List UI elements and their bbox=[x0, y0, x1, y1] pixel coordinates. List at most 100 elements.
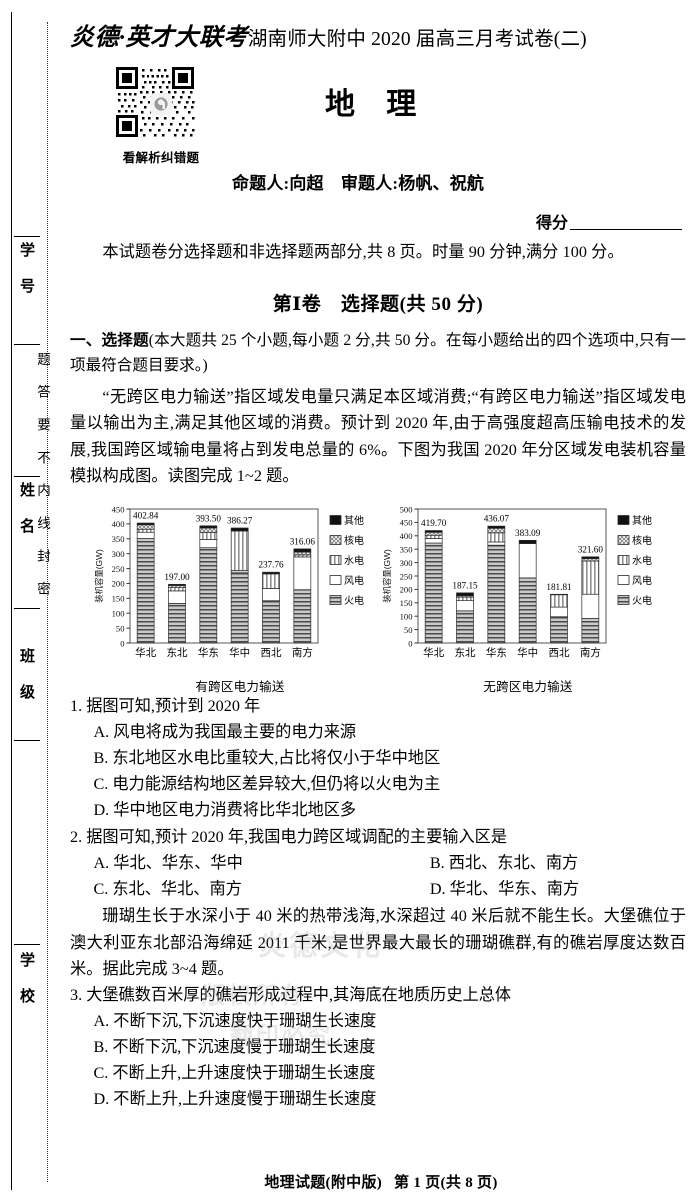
question-1-option-b[interactable]: B. 东北地区水电比重较大,占比将仅小于华中地区 bbox=[93, 748, 441, 767]
svg-text:181.81: 181.81 bbox=[546, 582, 572, 592]
seal-rule bbox=[14, 944, 40, 945]
svg-text:400: 400 bbox=[400, 531, 413, 541]
subject-title: 地 理 bbox=[325, 88, 417, 121]
svg-text:393.50: 393.50 bbox=[196, 513, 222, 523]
svg-text:装机容量(GW): 装机容量(GW) bbox=[94, 549, 104, 603]
chart-right-svg: 0 50 100 150 200 250 300 350 400 450 500 装机容量(GW) 41… bbox=[382, 504, 652, 659]
question-2-stem: 2. 据图可知,预计 2020 年,我国电力跨区域调配的主要输入区是 bbox=[70, 827, 508, 846]
question-1-option-c[interactable]: C. 电力能源结构地区差异较大,但仍将以火电为主 bbox=[93, 774, 441, 793]
chart-left-svg: 0 50 100 150 200 250 300 350 400 450 装机容量(GW) 402.8… bbox=[94, 504, 364, 659]
question-3-stem: 3. 大堡礁数百米厚的礁岩形成过程中,其海底在地质历史上总体 bbox=[70, 986, 512, 1005]
svg-text:风电: 风电 bbox=[632, 574, 652, 587]
seal-dotted-line bbox=[47, 22, 48, 1182]
question-2-option-c[interactable]: C. 东北、华北、南方 bbox=[93, 879, 242, 898]
svg-text:300: 300 bbox=[112, 549, 125, 559]
seal-field-school: 学 校 bbox=[18, 952, 34, 1006]
volume-heading: 第Ⅰ卷 选择题(共 50 分) bbox=[272, 294, 484, 316]
svg-text:风电: 风电 bbox=[344, 574, 364, 587]
exam-page: 炎德·英才大联考湖南师大附中 2020 届高三月考试卷(二) bbox=[62, 0, 700, 1202]
chart-left-caption: 有跨区电力输送 bbox=[195, 680, 285, 695]
svg-text:核电: 核电 bbox=[344, 534, 364, 547]
svg-text:0: 0 bbox=[120, 638, 124, 648]
passage-two: 珊瑚生长于水深小于 40 米的热带浅海,水深超过 40 米后就不能生长。大堡礁位… bbox=[70, 907, 686, 978]
seal-field-class: 班 级 bbox=[18, 648, 34, 702]
svg-text:华北: 华北 bbox=[423, 646, 444, 659]
svg-text:50: 50 bbox=[404, 625, 413, 635]
chart-right-caption: 无跨区电力输送 bbox=[483, 680, 573, 695]
svg-text:其他: 其他 bbox=[344, 514, 364, 527]
masthead: 炎德·英才大联考湖南师大附中 2020 届高三月考试卷(二) bbox=[70, 17, 686, 51]
question-1-stem: 1. 据图可知,预计到 2020 年 bbox=[70, 697, 261, 716]
question-1-option-a[interactable]: A. 风电将成为我国最主要的电力来源 bbox=[93, 722, 357, 741]
section-one-heading: 一、选择题(本大题共 25 个小题,每小题 2 分,共 50 分。在每小题给出的… bbox=[70, 329, 686, 379]
svg-text:南方: 南方 bbox=[580, 646, 601, 659]
svg-text:火电: 火电 bbox=[632, 594, 652, 607]
svg-text:250: 250 bbox=[112, 564, 125, 574]
svg-text:核电: 核电 bbox=[632, 534, 652, 547]
chart-without-cross-region-transmission: 0 50 100 150 200 250 300 350 400 450 500 装机容量(GW) 41… bbox=[378, 493, 678, 695]
svg-text:150: 150 bbox=[112, 594, 125, 604]
svg-text:500: 500 bbox=[400, 504, 413, 514]
question-3-option-a[interactable]: A. 不断下沉,下沉速度快于珊瑚生长速度 bbox=[93, 1012, 377, 1031]
svg-text:水电: 水电 bbox=[344, 554, 364, 567]
question-3-option-b[interactable]: B. 不断下沉,下沉速度慢于珊瑚生长速度 bbox=[93, 1037, 376, 1056]
question-2-option-d[interactable]: D. 华北、华东、南方 bbox=[429, 879, 580, 898]
svg-text:316.06: 316.06 bbox=[290, 536, 316, 546]
footer-doc-title: 地理试题(附中版) bbox=[264, 1175, 383, 1191]
seal-field-student-id: 学 号 bbox=[18, 242, 34, 296]
svg-text:100: 100 bbox=[112, 609, 125, 619]
chart-with-cross-region-transmission: 0 50 100 150 200 250 300 350 400 450 装机容量(GW) 402.8… bbox=[90, 493, 390, 695]
question-3-option-c[interactable]: C. 不断上升,上升速度快于珊瑚生长速度 bbox=[93, 1063, 376, 1082]
svg-text:250: 250 bbox=[400, 571, 413, 581]
svg-text:水电: 水电 bbox=[632, 554, 652, 567]
svg-text:其他: 其他 bbox=[632, 514, 652, 527]
question-3-option-d[interactable]: D. 不断上升,上升速度慢于珊瑚生长速度 bbox=[93, 1089, 377, 1108]
svg-text:50: 50 bbox=[116, 623, 125, 633]
figure-group: 0 50 100 150 200 250 300 350 400 450 装机容量(GW) 402.8… bbox=[70, 493, 686, 695]
score-blank-line[interactable] bbox=[570, 229, 682, 230]
svg-text:197.00: 197.00 bbox=[164, 572, 190, 582]
svg-text:西北: 西北 bbox=[261, 647, 282, 659]
svg-text:386.27: 386.27 bbox=[227, 516, 253, 526]
seal-field-name: 姓 名 bbox=[18, 482, 34, 536]
question-2-options-row-1: A. 华北、华东、华中 B. 西北、东北、南方 bbox=[70, 851, 686, 877]
question-3: 3. 大堡礁数百米厚的礁岩形成过程中,其海底在地质历史上总体 A. 不断下沉,下… bbox=[70, 983, 686, 1113]
qr-code-svg bbox=[112, 63, 210, 143]
svg-text:450: 450 bbox=[112, 504, 125, 514]
svg-text:350: 350 bbox=[400, 545, 413, 555]
svg-text:383.09: 383.09 bbox=[515, 528, 541, 538]
svg-text:100: 100 bbox=[400, 612, 413, 622]
score-label: 得分 bbox=[535, 215, 568, 232]
question-1: 1. 据图可知,预计到 2020 年 A. 风电将成为我国最主要的电力来源 B.… bbox=[70, 694, 686, 824]
exam-title: 湖南师大附中 2020 届高三月考试卷(二) bbox=[247, 29, 587, 50]
svg-text:402.84: 402.84 bbox=[133, 511, 159, 521]
question-2-option-a[interactable]: A. 华北、华东、华中 bbox=[93, 853, 243, 872]
question-2-options-row-2: C. 东北、华北、南方 D. 华北、华东、南方 bbox=[70, 877, 686, 903]
seal-margin: 学 号 姓 名 班 级 学 校 题 答 要 不 内 线 封 密 bbox=[0, 0, 62, 1202]
svg-text:东北: 东北 bbox=[455, 646, 476, 659]
svg-text:装机容量(GW): 装机容量(GW) bbox=[382, 549, 392, 603]
seal-warning-text: 题 答 要 不 内 线 封 密 bbox=[35, 352, 50, 598]
svg-text:南方: 南方 bbox=[292, 646, 313, 659]
svg-text:200: 200 bbox=[400, 585, 413, 595]
svg-text:华北: 华北 bbox=[135, 646, 156, 659]
section-one-desc: (本大题共 25 个小题,每小题 2 分,共 50 分。在每小题给出的四个选项中… bbox=[70, 332, 686, 375]
question-2-option-b[interactable]: B. 西北、东北、南方 bbox=[429, 853, 579, 872]
question-1-option-d[interactable]: D. 华中地区电力消费将比华北地区多 bbox=[93, 800, 357, 819]
footer-page-info: 第 1 页(共 8 页) bbox=[394, 1175, 498, 1191]
svg-text:华中: 华中 bbox=[517, 646, 538, 659]
seal-rule bbox=[14, 236, 40, 237]
svg-text:450: 450 bbox=[400, 518, 413, 528]
svg-text:火电: 火电 bbox=[344, 594, 364, 607]
svg-text:350: 350 bbox=[112, 534, 125, 544]
svg-text:东北: 东北 bbox=[167, 646, 188, 659]
qr-code-icon[interactable] bbox=[112, 63, 210, 143]
seal-rule bbox=[14, 344, 40, 345]
svg-text:237.76: 237.76 bbox=[258, 560, 284, 570]
score-field: 得分 bbox=[536, 209, 682, 233]
seal-rule bbox=[14, 608, 40, 609]
svg-text:200: 200 bbox=[112, 579, 125, 589]
svg-text:华东: 华东 bbox=[198, 646, 219, 659]
page-footer: 地理试题(附中版) 第 1 页(共 8 页) bbox=[62, 1171, 700, 1192]
svg-text:436.07: 436.07 bbox=[484, 514, 510, 524]
